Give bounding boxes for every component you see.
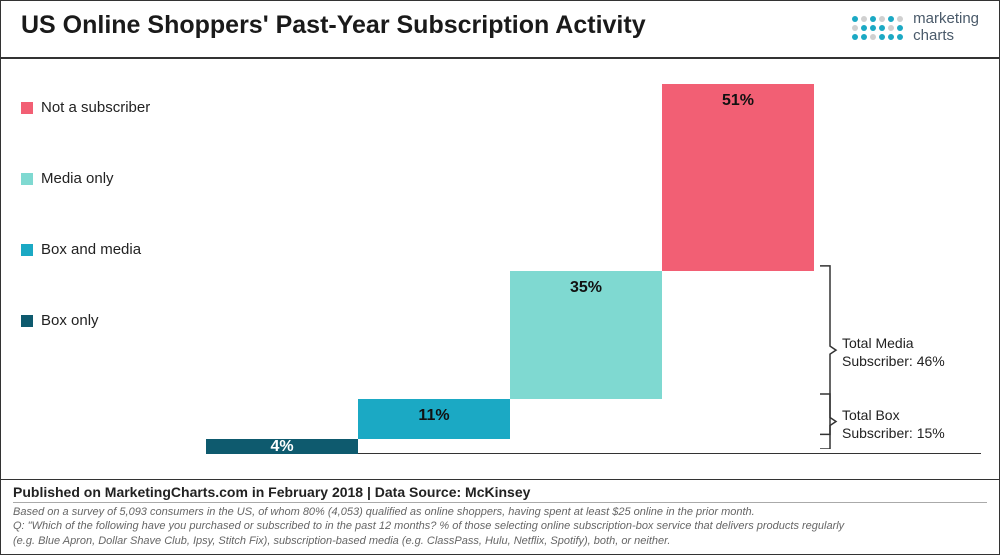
- bar-box_only: 4%: [206, 439, 358, 454]
- logo-text: marketing charts: [913, 11, 979, 44]
- bar-label: 11%: [358, 407, 510, 425]
- legend-label: Box and media: [41, 241, 141, 258]
- legend-label: Not a subscriber: [41, 99, 150, 116]
- footer-fine-2: Q: "Which of the following have you purc…: [13, 519, 987, 533]
- logo-text-line1: marketing: [913, 11, 979, 28]
- footer-fine-3: (e.g. Blue Apron, Dollar Shave Club, Ips…: [13, 534, 987, 548]
- brackets: Total MediaSubscriber: 46% Total BoxSubsc…: [816, 79, 981, 449]
- bracket-label-total_box: Total BoxSubscriber: 15%: [842, 406, 945, 442]
- bar-label: 4%: [206, 438, 358, 456]
- legend-item: Not a subscriber: [21, 99, 201, 116]
- chart-area: Not a subscriber Media only Box and media B…: [21, 79, 979, 459]
- legend-swatch: [21, 102, 33, 114]
- footer-source: Published on MarketingCharts.com in Febr…: [13, 484, 987, 503]
- legend-label: Media only: [41, 170, 114, 187]
- footer-fine-1: Based on a survey of 5,093 consumers in …: [13, 505, 987, 519]
- legend-swatch: [21, 173, 33, 185]
- bar-label: 35%: [510, 279, 662, 297]
- legend-label: Box only: [41, 312, 99, 329]
- legend-item: Box only: [21, 312, 201, 329]
- legend: Not a subscriber Media only Box and media B…: [21, 99, 201, 383]
- bar-label: 51%: [662, 92, 814, 110]
- logo: marketing charts: [852, 11, 979, 44]
- footer: Published on MarketingCharts.com in Febr…: [1, 479, 999, 554]
- legend-item: Box and media: [21, 241, 201, 258]
- bar-media_only: 35%: [510, 271, 662, 399]
- legend-swatch: [21, 244, 33, 256]
- bar-not_subscriber: 51%: [662, 84, 814, 271]
- legend-item: Media only: [21, 170, 201, 187]
- chart-title: US Online Shoppers' Past-Year Subscripti…: [21, 11, 646, 40]
- bracket-label-total_media: Total MediaSubscriber: 46%: [842, 334, 945, 370]
- legend-swatch: [21, 315, 33, 327]
- chart-container: US Online Shoppers' Past-Year Subscripti…: [0, 0, 1000, 555]
- logo-text-line2: charts: [913, 28, 979, 45]
- plot: 4%11% 35% 51%: [206, 84, 816, 454]
- header: US Online Shoppers' Past-Year Subscripti…: [1, 1, 999, 59]
- logo-dots-icon: [852, 16, 903, 40]
- bar-box_and_media: 11%: [358, 399, 510, 439]
